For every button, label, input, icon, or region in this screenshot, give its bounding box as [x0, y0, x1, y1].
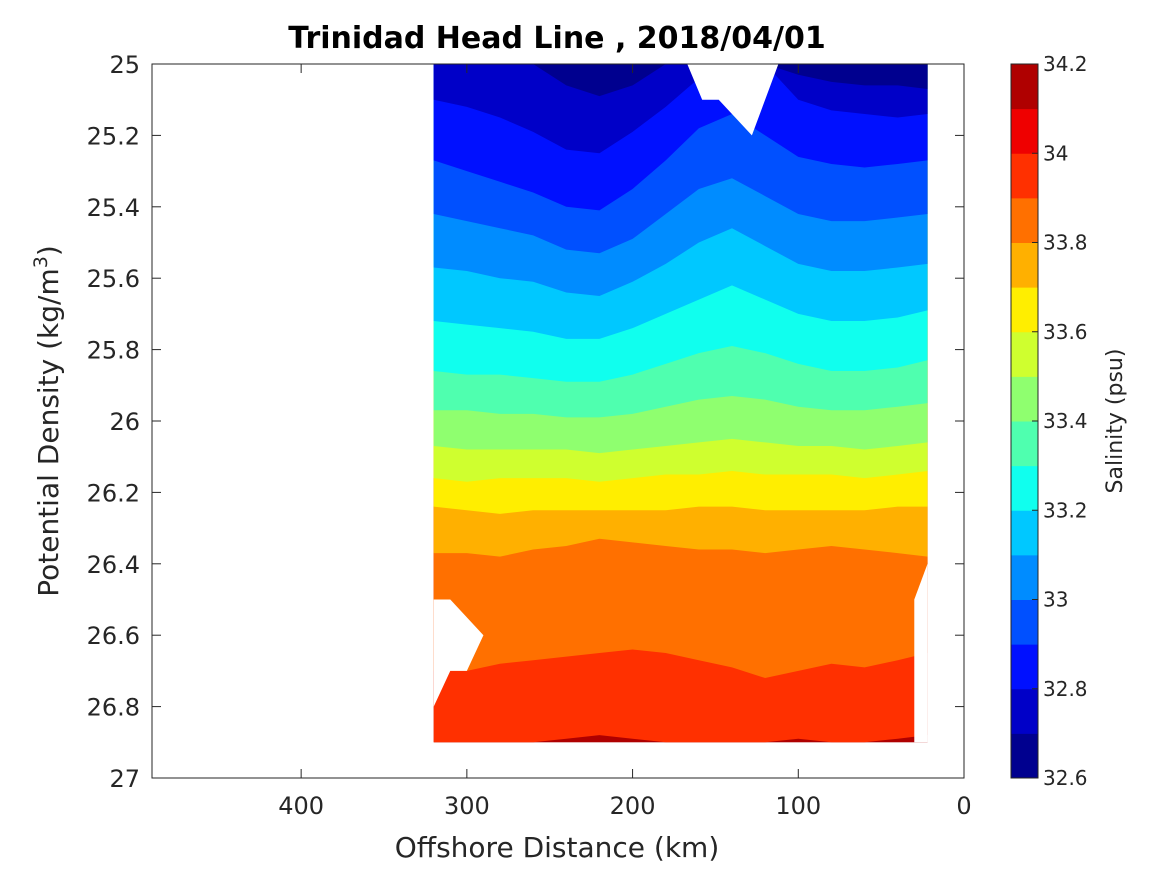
- salinity-band: [433, 64, 928, 97]
- colorbar-segment: [1011, 108, 1038, 154]
- colorbar-segment: [1011, 599, 1038, 645]
- colorbar-segment: [1011, 465, 1038, 511]
- chart-title: Trinidad Head Line , 2018/04/01: [288, 21, 825, 56]
- colorbar-segment: [1011, 197, 1038, 243]
- colorbar-segment: [1011, 287, 1038, 333]
- colorbar-segment: [1011, 153, 1038, 199]
- y-tick-label: 25.2: [87, 122, 140, 150]
- y-axis-title-close: ): [32, 245, 65, 256]
- y-tick-label: 25: [109, 51, 140, 79]
- colorbar-tick-label: 33.8: [1043, 231, 1088, 255]
- y-tick-label: 25.6: [87, 265, 140, 293]
- colorbar-segment: [1011, 644, 1038, 690]
- y-axis-title-main: Potential Density (kg/m: [32, 268, 65, 597]
- colorbar-tick-label: 32.8: [1043, 677, 1088, 701]
- colorbar-segment: [1011, 554, 1038, 600]
- x-tick-label: 0: [956, 792, 971, 820]
- colorbar-segment: [1011, 242, 1038, 288]
- y-tick-label: 26.4: [87, 551, 140, 579]
- x-tick-label: 100: [775, 792, 821, 820]
- y-axis-title-superscript: 3: [30, 256, 52, 268]
- colorbar-segment: [1011, 688, 1038, 734]
- y-tick-label: 25.4: [87, 194, 140, 222]
- y-tick-label: 25.8: [87, 337, 140, 365]
- salinity-band: [433, 64, 928, 154]
- x-tick-label: 200: [610, 792, 656, 820]
- colorbar-tick-label: 33.6: [1043, 320, 1088, 344]
- y-tick-label: 27: [109, 765, 140, 793]
- colorbar-ticks: 34.2 34 33.8 33.6 33.4 33.2 33 32.8 32.6: [1032, 52, 1088, 790]
- colorbar-title: Salinity (psu): [1103, 349, 1128, 494]
- masked-regions: [433, 64, 928, 743]
- masked-region-right-notch: [914, 563, 928, 743]
- x-axis-ticks: 400 300 200 100 0: [278, 64, 972, 820]
- colorbar: [1011, 64, 1038, 779]
- y-tick-label: 26: [109, 408, 140, 436]
- colorbar-segment: [1011, 733, 1038, 779]
- x-tick-label: 300: [444, 792, 490, 820]
- colorbar-segment: [1011, 331, 1038, 377]
- colorbar-segment: [1011, 376, 1038, 422]
- x-tick-label: 400: [278, 792, 324, 820]
- colorbar-tick-label: 32.6: [1043, 766, 1088, 790]
- y-tick-label: 26.2: [87, 479, 140, 507]
- colorbar-tick-label: 34.2: [1043, 52, 1088, 76]
- colorbar-frame: [1010, 63, 1039, 779]
- y-axis-title: Potential Density (kg/m3): [30, 245, 65, 597]
- y-tick-label: 26.8: [87, 694, 140, 722]
- y-tick-label: 26.6: [87, 622, 140, 650]
- masked-region-top-notch: [687, 64, 779, 136]
- colorbar-segment: [1011, 64, 1038, 110]
- masked-region-left-notch: [433, 599, 484, 707]
- colorbar-tick-label: 34: [1043, 141, 1068, 165]
- colorbar-segment: [1011, 421, 1038, 467]
- colorbar-tick-label: 33.4: [1043, 409, 1088, 433]
- y-axis-ticks: 25 25.2 25.4 25.6 25.8 26 26.2 26.4 26.6 26.8 27: [87, 51, 964, 793]
- colorbar-segment: [1011, 510, 1038, 556]
- colorbar-tick-label: 33: [1043, 588, 1068, 612]
- colorbar-tick-label: 33.2: [1043, 498, 1088, 522]
- x-axis-title: Offshore Distance (km): [395, 831, 720, 864]
- contour-fill-layer: [433, 64, 928, 743]
